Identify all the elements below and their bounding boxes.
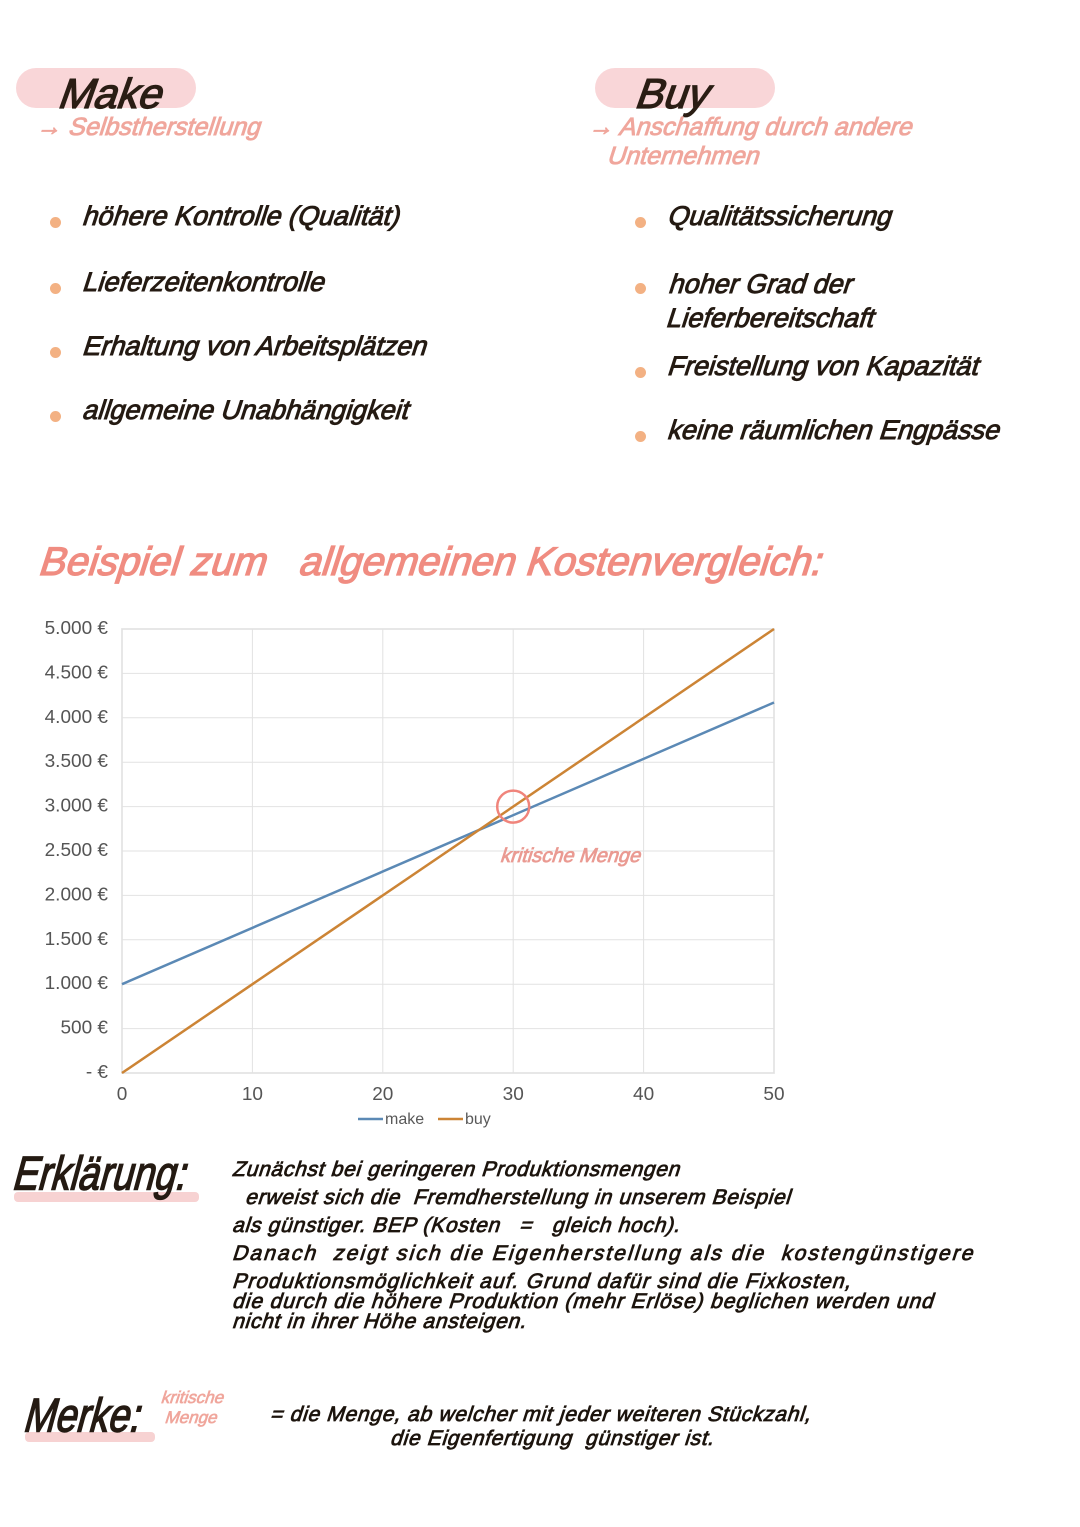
svg-text:- €: - € [86,1062,109,1083]
svg-text:1.000 €: 1.000 € [45,973,109,994]
svg-text:4.000 €: 4.000 € [45,707,109,728]
svg-text:buy: buy [465,1111,491,1128]
svg-text:1.500 €: 1.500 € [45,929,109,950]
svg-text:3.500 €: 3.500 € [45,751,109,772]
svg-text:make: make [385,1111,424,1128]
svg-text:5.000 €: 5.000 € [45,618,109,639]
svg-text:2.500 €: 2.500 € [45,840,109,861]
svg-text:0: 0 [117,1084,128,1105]
svg-text:30: 30 [503,1084,524,1105]
svg-text:40: 40 [633,1084,654,1105]
svg-text:2.000 €: 2.000 € [45,884,109,905]
svg-text:50: 50 [763,1084,784,1105]
svg-text:3.000 €: 3.000 € [45,796,109,817]
svg-text:20: 20 [372,1084,393,1105]
svg-text:10: 10 [242,1084,263,1105]
svg-text:4.500 €: 4.500 € [45,662,109,683]
svg-text:500 €: 500 € [60,1018,108,1039]
